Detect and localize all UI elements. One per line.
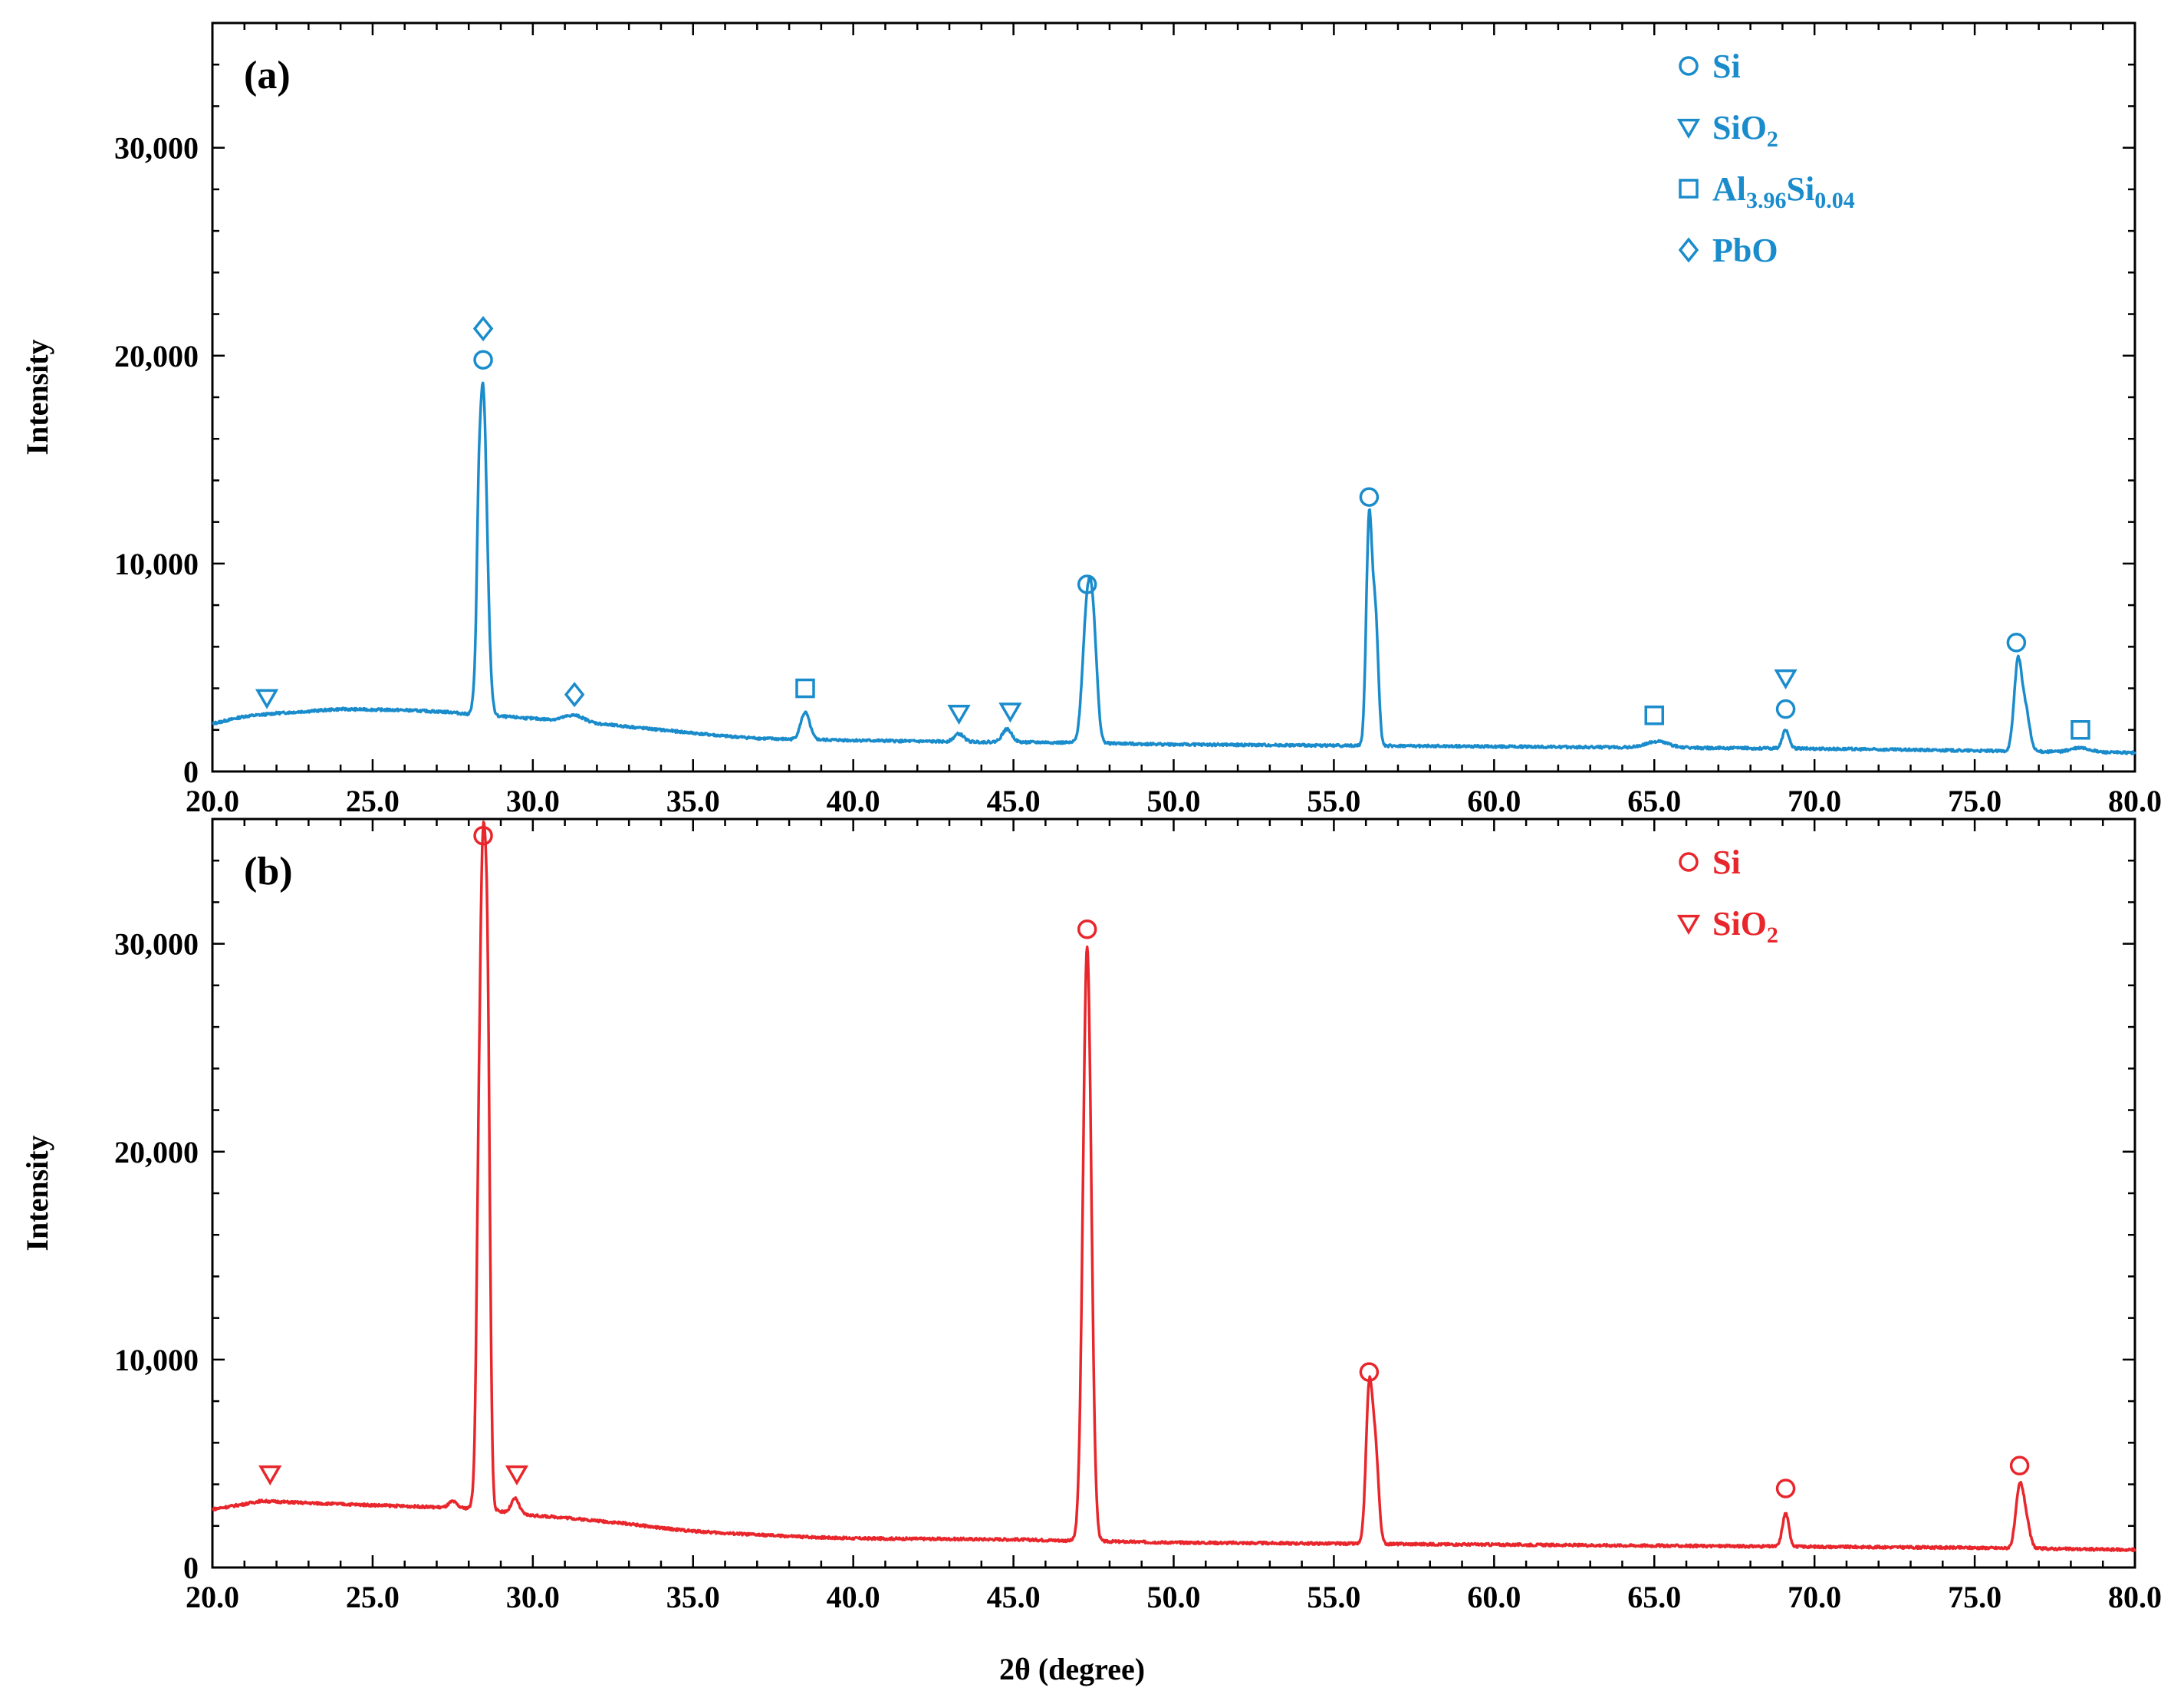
x-tick-label: 55.0 [1307, 784, 1360, 818]
peak-marker-circle [473, 350, 493, 370]
x-tick-label: 70.0 [1788, 1580, 1841, 1614]
legend-label: PbO [1712, 232, 1778, 269]
x-tick-label: 35.0 [666, 784, 720, 818]
legend-label: Si [1712, 844, 1741, 881]
legend-label: SiO2 [1712, 109, 1778, 152]
x-tick-label: 55.0 [1307, 1580, 1360, 1614]
x-tick-label: 45.0 [987, 784, 1041, 818]
x-tick-label: 50.0 [1147, 784, 1201, 818]
peak-marker-square [2071, 720, 2090, 740]
panel-label: (b) [244, 850, 293, 893]
peak-marker-circle [1077, 574, 1097, 594]
peak-marker-diamond [564, 682, 585, 708]
peak-marker-circle [1775, 699, 1796, 719]
x-tick-label: 25.0 [346, 1580, 400, 1614]
y-tick-label: 10,000 [114, 547, 199, 581]
y-tick-label: 20,000 [114, 339, 199, 373]
x-tick-label: 75.0 [1948, 1580, 2001, 1614]
x-tick-label: 30.0 [506, 784, 560, 818]
x-tick-label: 75.0 [1948, 784, 2001, 818]
x-tick-label: 80.0 [2108, 784, 2162, 818]
peak-marker-circle [473, 825, 493, 846]
legend-marker-square [1679, 179, 1699, 199]
peak-marker-triangle-down [947, 704, 971, 725]
x-tick-label: 65.0 [1627, 1580, 1681, 1614]
x-tick-label: 60.0 [1467, 1580, 1521, 1614]
y-tick-label: 30,000 [114, 927, 199, 962]
x-tick-label: 80.0 [2108, 1580, 2162, 1614]
x-tick-label: 35.0 [666, 1580, 720, 1614]
peak-marker-square [795, 678, 815, 699]
y-axis-title: Intensity [20, 1135, 54, 1251]
y-tick-label: 10,000 [114, 1343, 199, 1377]
x-tick-label: 60.0 [1467, 784, 1521, 818]
legend-label: Si [1712, 48, 1741, 85]
legend-marker-circle [1679, 852, 1699, 872]
y-tick-label: 20,000 [114, 1135, 199, 1169]
plot-frame [211, 21, 2136, 773]
spectrum-line [212, 821, 2136, 1553]
plot-frame [211, 817, 2136, 1569]
peak-marker-circle [2006, 633, 2027, 653]
x-tick-label: 30.0 [506, 1580, 560, 1614]
y-tick-label: 0 [183, 755, 199, 789]
x-tick-label: 40.0 [827, 784, 880, 818]
x-tick-label: 70.0 [1788, 784, 1841, 818]
spectrum-line [212, 381, 2136, 755]
legend-marker-triangle-down [1676, 118, 1701, 140]
peak-marker-triangle-down [505, 1465, 529, 1486]
peak-marker-triangle-down [998, 702, 1022, 723]
peak-marker-square [1644, 706, 1664, 725]
panel-b: 20.0 25.0 30.0 35.0 40.0 45.0 50.0 55.0 60.0 65.0… [20, 817, 2162, 1614]
legend-marker-diamond [1678, 237, 1699, 263]
legend-marker-triangle-down [1676, 914, 1701, 936]
x-tick-label: 25.0 [346, 784, 400, 818]
y-tick-label: 0 [183, 1551, 199, 1585]
panel-a: 20.0 25.0 30.0 35.0 40.0 45.0 50.0 55.0 60.0 65.0… [20, 21, 2162, 818]
peak-marker-circle [2009, 1456, 2030, 1475]
x-tick-label: 45.0 [987, 1580, 1041, 1614]
y-axis-title: Intensity [20, 339, 54, 455]
legend-label: Al3.96Si0.04 [1712, 170, 1855, 213]
peak-marker-circle [1359, 1362, 1380, 1382]
peak-marker-circle [1775, 1479, 1796, 1498]
x-tick-label: 20.0 [186, 1580, 239, 1614]
x-tick-label: 20.0 [186, 784, 239, 818]
peak-marker-circle [1359, 487, 1380, 507]
x-axis-title: 2θ (degree) [999, 1652, 1145, 1686]
panel-label: (a) [244, 54, 291, 97]
peak-marker-triangle-down [1774, 669, 1798, 690]
peak-marker-circle [1077, 919, 1097, 939]
peak-marker-triangle-down [255, 689, 279, 709]
x-tick-label: 40.0 [827, 1580, 880, 1614]
x-tick-label: 65.0 [1627, 784, 1681, 818]
peak-marker-diamond [472, 315, 494, 342]
legend-marker-circle [1679, 56, 1699, 76]
x-tick-label: 50.0 [1147, 1580, 1201, 1614]
legend-label: SiO2 [1712, 905, 1778, 948]
y-tick-label: 30,000 [114, 131, 199, 166]
peak-marker-triangle-down [258, 1465, 282, 1486]
